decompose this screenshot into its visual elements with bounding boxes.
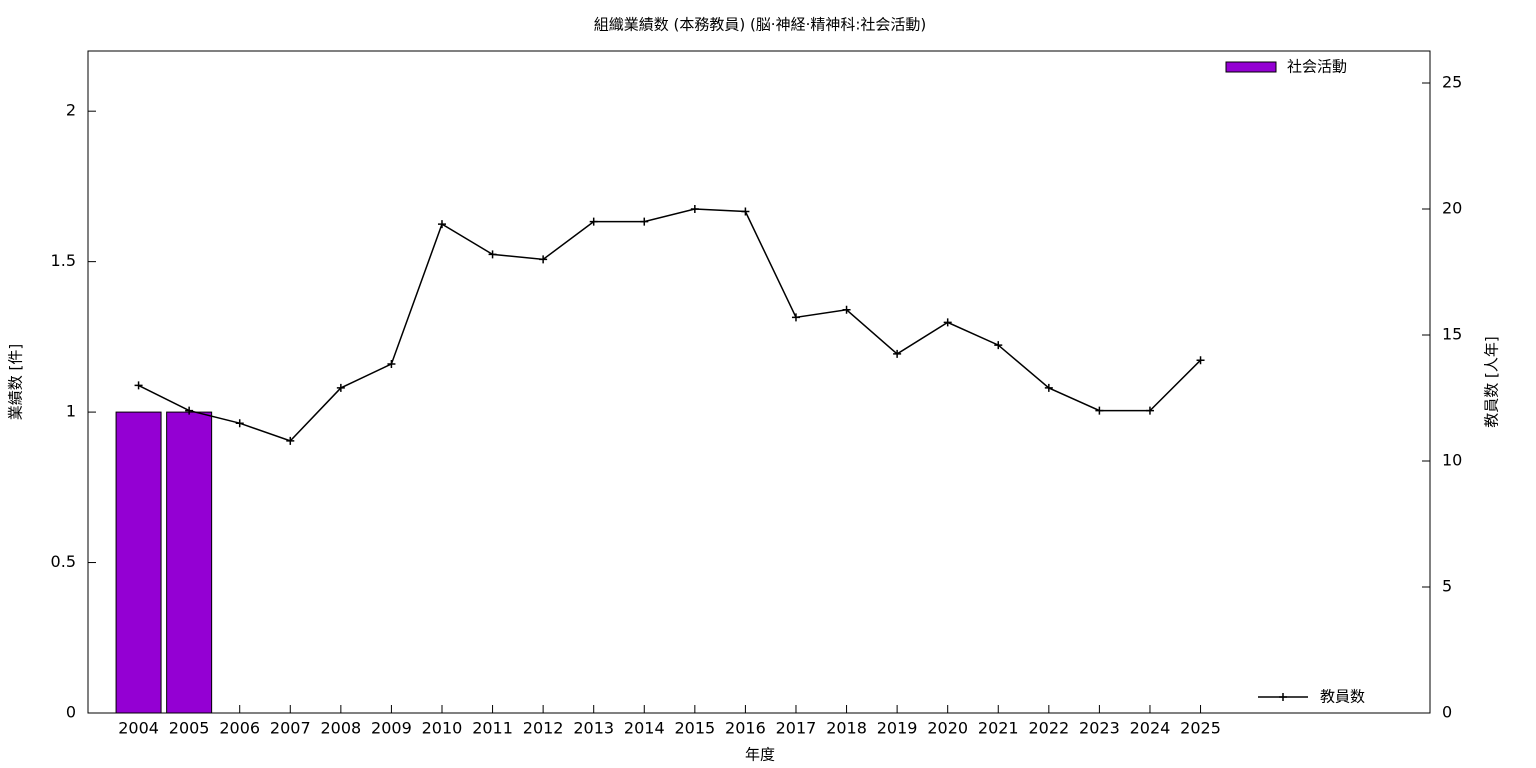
- point: [791, 313, 800, 322]
- line: [138, 208, 1202, 442]
- y2-tick-label: 20: [1442, 199, 1462, 218]
- point: [235, 419, 244, 428]
- x-tick-label: 2009: [371, 719, 412, 738]
- point: [893, 349, 902, 358]
- x-tick-label: 2017: [776, 719, 817, 738]
- point: [336, 383, 345, 392]
- legend-point: [1279, 693, 1287, 701]
- point: [741, 207, 750, 216]
- y-tick-label: 1.5: [51, 251, 76, 270]
- x-tick-label: 2022: [1028, 719, 1069, 738]
- x-tick-label: 2010: [422, 719, 463, 738]
- y2-tick-label: 10: [1442, 451, 1462, 470]
- y-tick-label: 0.5: [51, 552, 76, 571]
- y-tick-label: 0: [66, 703, 76, 722]
- point: [488, 250, 497, 259]
- x-tick-label: 2004: [118, 719, 159, 738]
- x-tick-label: 2007: [270, 719, 311, 738]
- plot-frame: [87, 50, 1431, 714]
- point: [437, 220, 446, 229]
- point: [1145, 406, 1154, 415]
- point: [286, 436, 295, 445]
- point: [589, 217, 598, 226]
- point: [387, 359, 396, 368]
- point: [185, 406, 194, 415]
- x-tick-label: 2012: [523, 719, 564, 738]
- y-axis-label: 業績数 [件]: [7, 344, 25, 420]
- x-tick-label: 2005: [169, 719, 210, 738]
- x-tick-label: 2006: [219, 719, 260, 738]
- x-tick-label: 2024: [1130, 719, 1171, 738]
- x-tick-label: 2008: [320, 719, 361, 738]
- y-tick-label: 2: [66, 101, 76, 120]
- bar: [166, 411, 213, 714]
- y2-tick-label: 25: [1442, 73, 1462, 92]
- point: [1095, 406, 1104, 415]
- x-tick-label: 2019: [877, 719, 918, 738]
- y2-tick-label: 0: [1442, 703, 1452, 722]
- x-tick-label: 2021: [978, 719, 1019, 738]
- point: [994, 341, 1003, 350]
- y2-axis-label: 教員数 [人年]: [1483, 336, 1501, 427]
- point: [690, 205, 699, 214]
- y-tick-label: 1: [66, 402, 76, 421]
- y2-tick-label: 5: [1442, 577, 1452, 596]
- x-tick-label: 2016: [725, 719, 766, 738]
- x-tick-label: 2025: [1180, 719, 1221, 738]
- x-tick-label: 2013: [573, 719, 614, 738]
- x-axis-label: 年度: [745, 746, 775, 764]
- x-tick-label: 2018: [826, 719, 867, 738]
- x-tick-label: 2011: [472, 719, 513, 738]
- point: [539, 255, 548, 264]
- x-tick-label: 2014: [624, 719, 665, 738]
- point: [842, 305, 851, 314]
- chart-title: 組織業績数 (本務教員) (脳·神経·精神科:社会活動): [594, 16, 927, 34]
- point: [1196, 356, 1205, 365]
- x-tick-label: 2023: [1079, 719, 1120, 738]
- legend-swatch: [1225, 61, 1277, 73]
- bar: [115, 411, 162, 714]
- y2-tick-label: 15: [1442, 325, 1462, 344]
- x-tick-label: 2015: [674, 719, 715, 738]
- point: [640, 217, 649, 226]
- point: [134, 381, 143, 390]
- legend-label: 社会活動: [1287, 58, 1347, 76]
- legend-label: 教員数: [1320, 688, 1365, 706]
- point: [943, 318, 952, 327]
- point: [1044, 383, 1053, 392]
- x-tick-label: 2020: [927, 719, 968, 738]
